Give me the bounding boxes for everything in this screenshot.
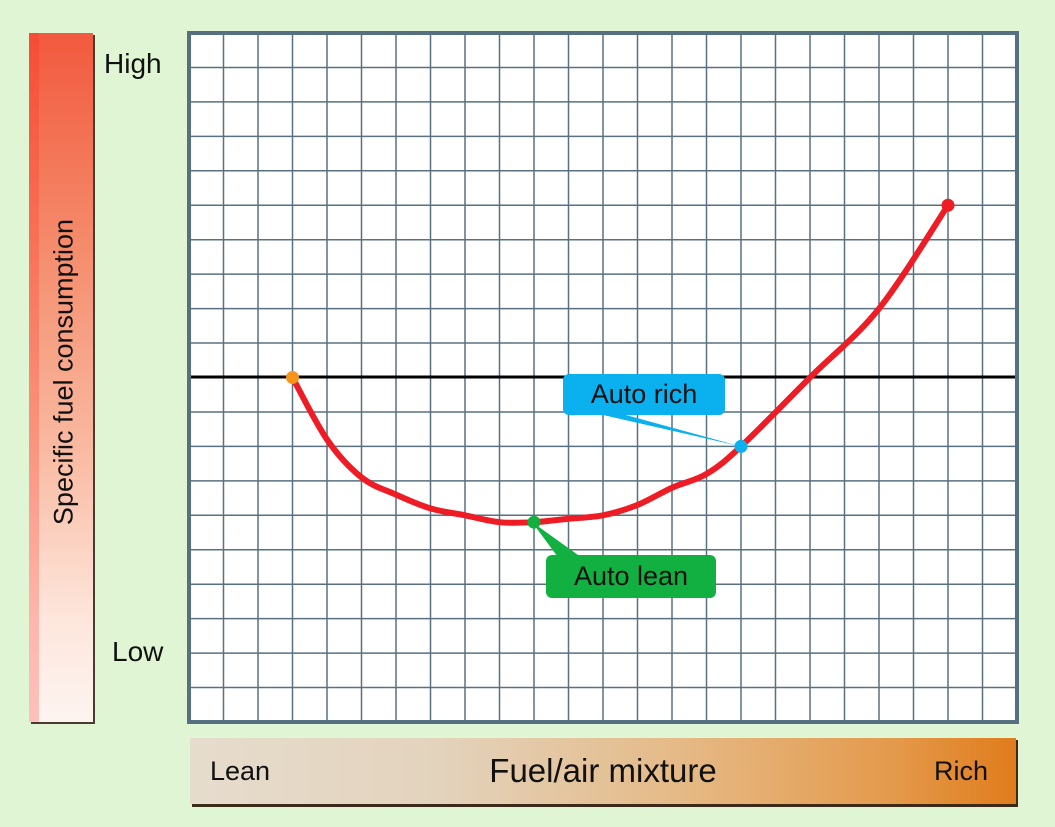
marker-dot (941, 198, 955, 212)
auto-lean-callout: Auto lean (546, 555, 716, 598)
y-tick-high: High (104, 48, 162, 79)
x-tick-lean: Lean (210, 756, 271, 786)
x-axis-label: Fuel/air mixture (489, 752, 717, 789)
plot-frame (187, 31, 1019, 724)
auto-rich-pointer (590, 412, 739, 446)
auto-rich-callout: Auto rich (563, 374, 725, 415)
consumption-curve (289, 202, 951, 526)
auto-lean-pointer (532, 522, 585, 560)
x-tick-rich: Rich (933, 756, 988, 786)
marker-dot (286, 371, 299, 384)
y-axis-bar (29, 33, 93, 722)
marker-dot (734, 439, 748, 453)
y-tick-low: Low (112, 636, 164, 667)
markers (286, 198, 955, 529)
marker-dot (527, 515, 541, 529)
x-axis-bar: Lean Fuel/air mixture Rich (190, 737, 1016, 804)
